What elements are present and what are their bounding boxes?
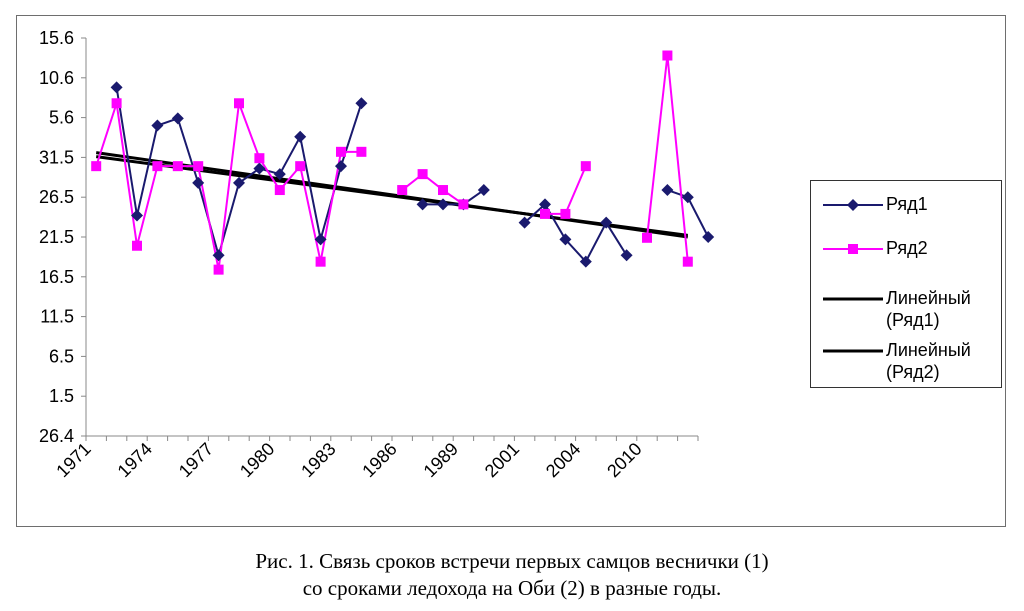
series2-point (213, 264, 224, 275)
series1-point (620, 249, 633, 262)
y-tick-label: 11.5 (40, 307, 74, 327)
series1-point (151, 119, 164, 132)
x-tick-label: 1974 (114, 439, 156, 481)
series2-point (642, 232, 652, 243)
series2-point (315, 256, 326, 267)
series1-point (579, 255, 592, 268)
series1-point (253, 162, 266, 175)
series1-point (416, 198, 429, 211)
legend-label-trend2: Линейный (Ряд2) (886, 340, 971, 382)
y-tick-label: 10.6 (39, 68, 74, 88)
x-tick-label: 2004 (542, 439, 584, 481)
series1-point (539, 198, 551, 211)
series2-point (295, 161, 306, 172)
series-line-1 (422, 189, 485, 206)
series2-point (560, 208, 571, 219)
series2-point (132, 240, 142, 251)
series1-point (600, 216, 613, 229)
x-tick-label: 1977 (175, 439, 217, 481)
caption-line-2: со сроками ледохода на Оби (2) в разные … (302, 576, 722, 600)
x-tick-label: 1989 (420, 439, 462, 481)
chart-axes (81, 37, 699, 441)
x-tick-label: 1983 (297, 439, 339, 481)
y-tick-label: 5.6 (49, 108, 74, 128)
trend-line-2 (96, 155, 688, 237)
series2-point (458, 199, 469, 210)
y-tick-label: 6.5 (49, 346, 74, 366)
legend-swatch-trend2 (823, 349, 883, 353)
series2-point (172, 161, 183, 172)
series-line-1 (523, 202, 628, 264)
series2-point (540, 208, 550, 219)
figure-caption: Рис. 1. Связь сроков встречи первых самц… (0, 548, 1024, 602)
series1-point (294, 130, 307, 143)
series1-point (335, 160, 347, 173)
series1-point (273, 168, 286, 181)
series1-point (314, 233, 327, 246)
legend-label-trend1: Линейный (Ряд1) (886, 288, 971, 330)
series2-point (254, 153, 265, 164)
series2-point (234, 98, 244, 109)
series1-point (131, 209, 143, 222)
series1-point (681, 191, 694, 204)
series2-point (91, 161, 102, 172)
series1-point (233, 176, 245, 189)
series1-point (661, 184, 674, 197)
legend-swatch-series1 (823, 199, 883, 211)
y-tick-label: 31.5 (39, 147, 74, 167)
series2-point (111, 98, 122, 109)
series1-point (171, 112, 184, 125)
legend-swatch-series2 (823, 244, 883, 254)
series2-point (336, 146, 346, 157)
series1-point (355, 97, 368, 110)
series2-point (438, 185, 448, 196)
series2-point (580, 161, 591, 172)
series2-point (417, 169, 428, 180)
y-tick-label: 1.5 (49, 386, 74, 406)
chart-frame (16, 15, 1006, 527)
series2-point (662, 50, 673, 61)
series2-point (682, 256, 693, 267)
y-tick-label: 16.5 (39, 267, 74, 287)
chart-legend: Ряд1 Ряд2 Линейный (Ряд1) Линейный (Ряд2… (810, 180, 1002, 388)
series1-point (702, 231, 715, 243)
y-tick-label: 26.4 (39, 426, 74, 446)
tick-labels: 15.6 10.6 5.6 31.5 26.5 21.5 16.5 11.5 6.5 1.5 26.… (39, 28, 646, 481)
y-tick-label: 21.5 (39, 227, 74, 247)
x-tick-label: 2001 (481, 439, 523, 481)
series-line-1 (115, 87, 363, 259)
series2-point (193, 161, 204, 172)
series2-point (356, 146, 367, 157)
x-tick-label: 2010 (603, 439, 645, 481)
series-markers (91, 50, 715, 275)
x-tick-label: 1986 (358, 439, 400, 481)
series-line-2 (401, 172, 464, 206)
series1-point (110, 81, 123, 94)
y-tick-label: 26.5 (39, 187, 74, 207)
legend-swatch-trend1 (823, 297, 883, 301)
series2-point (152, 161, 163, 172)
series2-point (274, 185, 285, 196)
series1-point (192, 176, 205, 189)
series2-point (397, 185, 408, 196)
series-line-2 (545, 165, 587, 215)
series1-point (212, 249, 225, 262)
x-tick-label: 1980 (236, 439, 278, 481)
series1-point (477, 184, 490, 197)
legend-label-series1: Ряд1 (886, 194, 928, 214)
series1-point (437, 198, 449, 211)
series1-point (559, 233, 572, 246)
series-lines (95, 55, 710, 270)
legend-label-series2: Ряд2 (886, 238, 928, 258)
series-line-2 (95, 102, 362, 270)
series1-point (518, 216, 531, 229)
y-tick-label: 15.6 (39, 28, 74, 48)
caption-line-1: Рис. 1. Связь сроков встречи первых самц… (255, 549, 769, 573)
